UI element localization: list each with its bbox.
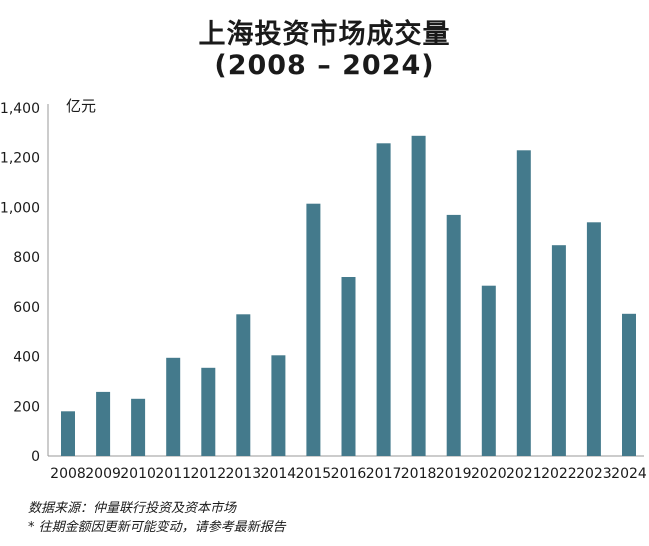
x-tick-label: 2019	[436, 466, 472, 482]
y-tick-label: 1,200	[0, 151, 40, 167]
bar-2024	[622, 313, 636, 456]
disclaimer-note: * 往期金额因更新可能变动，请参考最新报告	[28, 520, 286, 535]
bar-2014	[271, 355, 286, 456]
x-tick-label: 2011	[155, 466, 191, 482]
y-tick-label: 200	[13, 399, 40, 415]
bar-2017	[376, 143, 391, 457]
chart-subtitle: (2008 – 2024)	[214, 50, 435, 81]
y-tick-label: 400	[13, 350, 40, 366]
y-tick-label: 600	[13, 300, 40, 316]
bar-2009	[96, 391, 111, 456]
x-tick-label: 2020	[471, 466, 507, 482]
x-tick-label: 2012	[190, 466, 226, 482]
x-tick-label: 2023	[576, 466, 612, 482]
x-tick-label: 2014	[261, 466, 297, 482]
bar-2010	[131, 398, 146, 456]
bar-2023	[586, 222, 601, 456]
x-tick-label: 2008	[50, 466, 86, 482]
bar-2012	[201, 367, 216, 456]
x-tick-label: 2022	[541, 466, 577, 482]
bar-2015	[306, 203, 321, 456]
y-tick-label: 1,400	[0, 101, 40, 117]
x-tick-label: 2017	[366, 466, 402, 482]
bar-2011	[166, 357, 181, 456]
x-tick-label: 2013	[225, 466, 261, 482]
bar-2022	[551, 245, 566, 456]
bar-2019	[446, 214, 461, 456]
x-tick-label: 2015	[296, 466, 332, 482]
x-tick-label: 2024	[611, 466, 647, 482]
chart-title: 上海投资市场成交量	[198, 19, 451, 50]
source-note: 数据来源：仲量联行投资及资本市场	[28, 501, 237, 516]
bar-2016	[341, 277, 356, 456]
x-tick-label: 2016	[331, 466, 367, 482]
x-axis-ticks: 2008 2009 2010 2011 2012 2013 2014 2015 2016 2017…	[50, 466, 647, 482]
y-tick-label: 1,000	[0, 200, 40, 216]
bar-2020	[481, 285, 496, 456]
bar-2013	[236, 314, 251, 456]
bar-2008	[61, 411, 75, 456]
bar-2018	[411, 135, 426, 457]
x-tick-label: 2009	[85, 466, 121, 482]
y-axis-unit: 亿元	[66, 97, 96, 115]
bars	[61, 135, 636, 457]
bar-2021	[516, 150, 531, 457]
y-tick-label: 0	[31, 449, 40, 465]
x-tick-label: 2018	[401, 466, 437, 482]
bar-chart: 亿元 0 200 400 600 800 1,000 1,200 1,400 2008 2009…	[0, 97, 647, 482]
x-tick-label: 2010	[120, 466, 156, 482]
y-axis-ticks: 0 200 400 600 800 1,000 1,200 1,400	[0, 101, 40, 465]
x-tick-label: 2021	[506, 466, 542, 482]
y-tick-label: 800	[13, 250, 40, 266]
